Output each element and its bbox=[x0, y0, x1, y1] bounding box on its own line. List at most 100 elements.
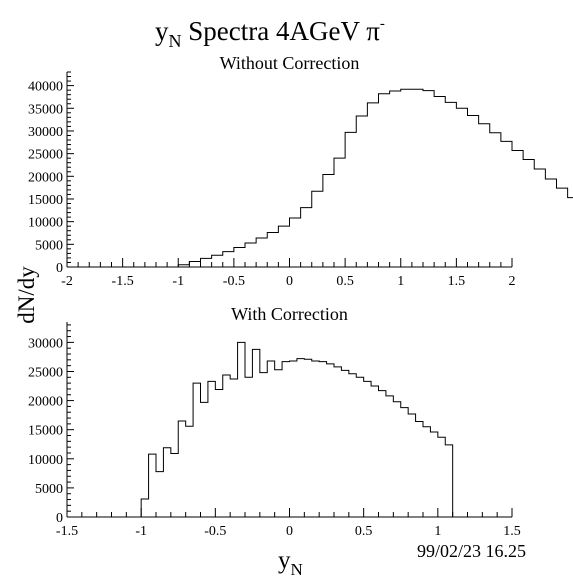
histogram-bin bbox=[223, 252, 234, 267]
histogram-bin bbox=[379, 391, 386, 517]
y-tick-label: 20000 bbox=[28, 395, 63, 410]
y-axis-label: dN/dy bbox=[14, 266, 39, 324]
histogram-bin bbox=[193, 383, 200, 517]
x-tick-label: 1.5 bbox=[503, 524, 521, 539]
histogram-bin bbox=[201, 258, 212, 267]
histogram-bin bbox=[260, 373, 267, 517]
histogram-bin bbox=[423, 427, 430, 517]
panel-title: Without Correction bbox=[220, 53, 360, 73]
panel-without-correction: Without Correction 0 5000 10000 15000 20000 25… bbox=[28, 53, 573, 289]
histogram-bin bbox=[245, 243, 256, 267]
histogram-bin bbox=[149, 454, 156, 517]
histogram-bin bbox=[545, 179, 556, 267]
x-tick-label: 1.5 bbox=[448, 274, 466, 289]
y-tick-label: 5000 bbox=[35, 482, 63, 497]
histogram-bin bbox=[290, 218, 301, 267]
panel-with-correction: With Correction 0 5000 10000 15000 20000 25000… bbox=[28, 304, 521, 539]
histogram-bin bbox=[334, 158, 345, 267]
histogram-bin bbox=[304, 359, 311, 517]
y-tick-label: 15000 bbox=[28, 193, 63, 208]
histogram-bin bbox=[230, 379, 237, 517]
histogram-bin bbox=[171, 454, 178, 517]
histogram-bin bbox=[275, 370, 282, 517]
x-tick-label: -1 bbox=[135, 524, 147, 539]
histogram-bin bbox=[356, 377, 363, 517]
x-tick-label: -0.5 bbox=[223, 274, 245, 289]
histogram-bin bbox=[568, 198, 573, 267]
x-tick-label: 0 bbox=[286, 524, 293, 539]
histogram-bin bbox=[234, 248, 245, 268]
histogram-bin bbox=[456, 108, 467, 267]
histogram-bin bbox=[438, 437, 445, 517]
y-tick-label: 0 bbox=[56, 511, 63, 526]
histogram-bin bbox=[223, 375, 230, 517]
y-tick-label: 20000 bbox=[28, 170, 63, 185]
histogram-bin bbox=[201, 402, 208, 517]
histogram-bin bbox=[312, 191, 323, 267]
histogram-bin bbox=[334, 367, 341, 517]
x-tick-label: -1 bbox=[172, 274, 184, 289]
y-tick-label: 30000 bbox=[28, 336, 63, 351]
histogram-bin bbox=[156, 472, 163, 517]
histogram-bin bbox=[345, 132, 356, 267]
histogram-bin bbox=[141, 499, 148, 517]
histogram-bin bbox=[434, 96, 445, 267]
histogram-bin bbox=[408, 414, 415, 517]
histogram-bin bbox=[290, 361, 297, 517]
histogram-bin bbox=[186, 426, 193, 517]
histogram-bin bbox=[341, 370, 348, 517]
x-tick-label: -0.5 bbox=[204, 524, 226, 539]
histogram-bin bbox=[379, 94, 390, 267]
histogram-bin bbox=[523, 160, 534, 267]
histogram-bin bbox=[412, 89, 423, 267]
x-tick-label: 0.5 bbox=[355, 524, 373, 539]
histogram-bin bbox=[312, 361, 319, 517]
y-tick-label: 5000 bbox=[35, 238, 63, 253]
x-tick-label: -1.5 bbox=[112, 274, 134, 289]
histogram-line bbox=[140, 341, 454, 517]
histogram-bin bbox=[245, 377, 252, 517]
y-tick-label: 25000 bbox=[28, 365, 63, 380]
histogram-bin bbox=[430, 432, 437, 517]
y-tick-label: 30000 bbox=[28, 125, 63, 140]
x-tick-label: -1.5 bbox=[56, 524, 78, 539]
histogram-bin bbox=[367, 103, 378, 267]
histogram-bin bbox=[445, 445, 452, 517]
histogram-bin bbox=[212, 255, 223, 267]
x-tick-label: 1 bbox=[397, 274, 404, 289]
histogram-bin bbox=[557, 188, 568, 267]
histogram-bin bbox=[364, 381, 371, 517]
y-tick-label: 40000 bbox=[28, 80, 63, 95]
y-tick-label: 10000 bbox=[28, 216, 63, 231]
histogram-bin bbox=[401, 89, 412, 267]
histogram-bin bbox=[278, 226, 289, 267]
histogram-bin bbox=[390, 91, 401, 267]
histogram-bin bbox=[323, 174, 334, 267]
histogram-bin bbox=[386, 396, 393, 517]
x-tick-label: 1 bbox=[434, 524, 441, 539]
y-tick-label: 25000 bbox=[28, 148, 63, 163]
histogram-bin bbox=[282, 362, 289, 517]
histogram-bin bbox=[490, 133, 501, 267]
histogram-bin bbox=[267, 233, 278, 267]
histogram-bin bbox=[163, 448, 170, 517]
timestamp: 99/02/23 16.25 bbox=[417, 541, 526, 561]
histogram-bin bbox=[356, 116, 367, 267]
histogram-bin bbox=[349, 374, 356, 517]
x-tick-label: 0 bbox=[286, 274, 293, 289]
main-title: yN Spectra 4AGeV π- bbox=[155, 16, 385, 51]
histogram-bin bbox=[512, 150, 523, 267]
histogram-bin bbox=[256, 238, 267, 267]
histogram-bin bbox=[501, 141, 512, 267]
histogram-bin bbox=[301, 208, 312, 267]
x-tick-label: 0.5 bbox=[336, 274, 354, 289]
y-tick-label: 15000 bbox=[28, 424, 63, 439]
histogram-bin bbox=[297, 359, 304, 517]
y-tick-label: 35000 bbox=[28, 102, 63, 117]
histogram-bin bbox=[252, 349, 259, 517]
histogram-bin bbox=[208, 381, 215, 517]
histogram-bin bbox=[238, 342, 245, 517]
histogram-line bbox=[177, 88, 573, 267]
histogram-bin bbox=[416, 422, 423, 517]
